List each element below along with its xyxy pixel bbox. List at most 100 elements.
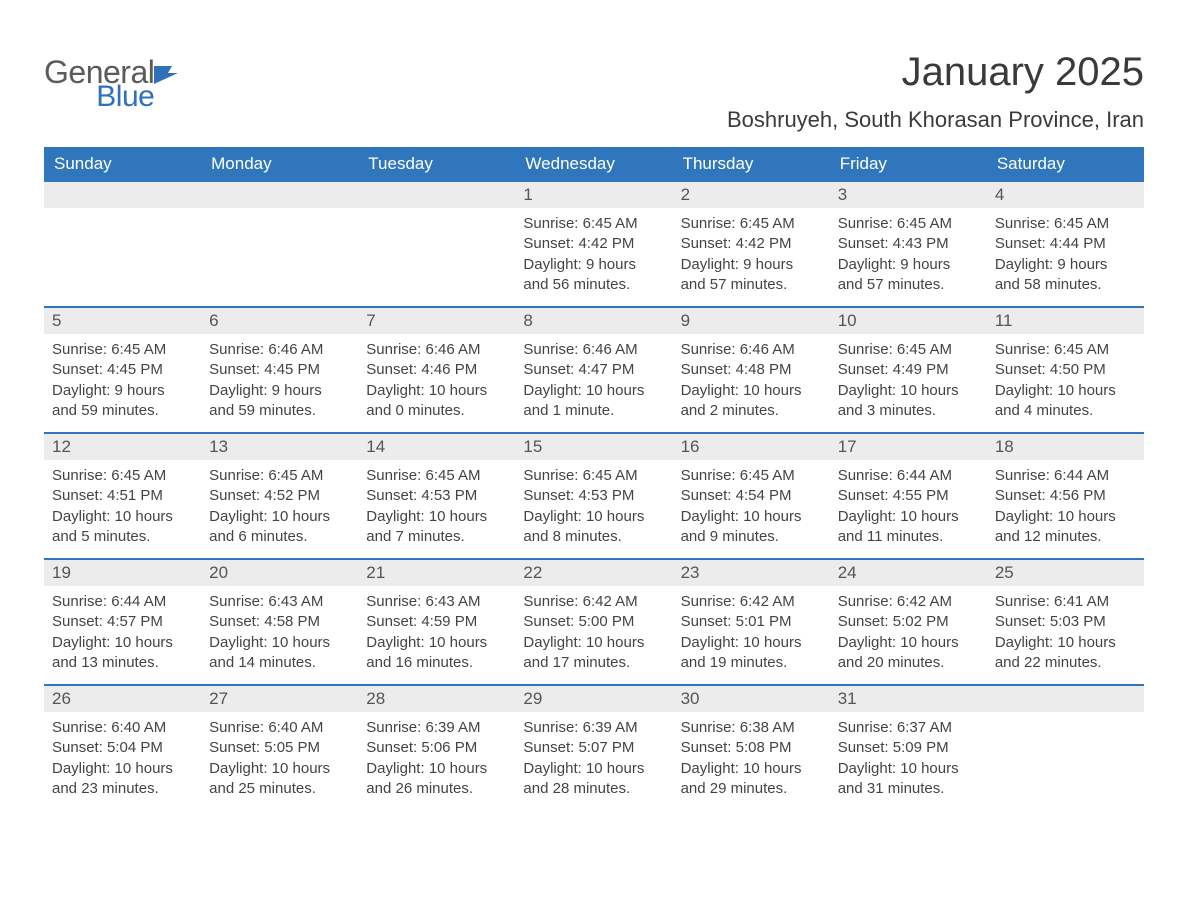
sunrise-line: Sunrise: 6:45 AM	[995, 340, 1136, 360]
daylight-line: Daylight: 9 hours and 56 minutes.	[523, 255, 664, 296]
calendar-day: 31Sunrise: 6:37 AMSunset: 5:09 PMDayligh…	[830, 686, 987, 810]
day-content: Sunrise: 6:46 AMSunset: 4:45 PMDaylight:…	[201, 334, 358, 429]
daylight-line: Daylight: 10 hours and 7 minutes.	[366, 507, 507, 548]
daylight-line: Daylight: 10 hours and 29 minutes.	[681, 759, 822, 800]
sunset-line: Sunset: 4:49 PM	[838, 360, 979, 380]
sunrise-line: Sunrise: 6:45 AM	[523, 214, 664, 234]
sunset-line: Sunset: 4:42 PM	[523, 234, 664, 254]
daylight-line: Daylight: 10 hours and 2 minutes.	[681, 381, 822, 422]
day-content: Sunrise: 6:45 AMSunset: 4:50 PMDaylight:…	[987, 334, 1144, 429]
sunrise-line: Sunrise: 6:44 AM	[838, 466, 979, 486]
calendar-day: 5Sunrise: 6:45 AMSunset: 4:45 PMDaylight…	[44, 308, 201, 432]
sunset-line: Sunset: 4:46 PM	[366, 360, 507, 380]
day-number: 17	[830, 434, 987, 460]
daylight-line: Daylight: 10 hours and 25 minutes.	[209, 759, 350, 800]
dayhead-thursday: Thursday	[673, 147, 830, 182]
day-content: Sunrise: 6:45 AMSunset: 4:54 PMDaylight:…	[673, 460, 830, 555]
calendar-day: 28Sunrise: 6:39 AMSunset: 5:06 PMDayligh…	[358, 686, 515, 810]
day-number: .	[44, 182, 201, 208]
day-number: 25	[987, 560, 1144, 586]
day-content: Sunrise: 6:42 AMSunset: 5:00 PMDaylight:…	[515, 586, 672, 681]
day-content: Sunrise: 6:46 AMSunset: 4:47 PMDaylight:…	[515, 334, 672, 429]
sunrise-line: Sunrise: 6:45 AM	[52, 466, 193, 486]
daylight-line: Daylight: 10 hours and 11 minutes.	[838, 507, 979, 548]
day-number: 19	[44, 560, 201, 586]
daylight-line: Daylight: 9 hours and 59 minutes.	[209, 381, 350, 422]
calendar-week: 19Sunrise: 6:44 AMSunset: 4:57 PMDayligh…	[44, 558, 1144, 684]
calendar-day: 7Sunrise: 6:46 AMSunset: 4:46 PMDaylight…	[358, 308, 515, 432]
day-content: Sunrise: 6:41 AMSunset: 5:03 PMDaylight:…	[987, 586, 1144, 681]
daylight-line: Daylight: 10 hours and 5 minutes.	[52, 507, 193, 548]
day-number: 30	[673, 686, 830, 712]
day-content: Sunrise: 6:45 AMSunset: 4:42 PMDaylight:…	[515, 208, 672, 303]
calendar-day: 21 Sunrise: 6:43 AMSunset: 4:59 PMDayligh…	[358, 560, 515, 684]
calendar-day: 26Sunrise: 6:40 AMSunset: 5:04 PMDayligh…	[44, 686, 201, 810]
calendar-day: .	[358, 182, 515, 306]
sunset-line: Sunset: 5:04 PM	[52, 738, 193, 758]
daylight-line: Daylight: 10 hours and 12 minutes.	[995, 507, 1136, 548]
dayhead-monday: Monday	[201, 147, 358, 182]
sunrise-line: Sunrise: 6:39 AM	[366, 718, 507, 738]
sunset-line: Sunset: 4:54 PM	[681, 486, 822, 506]
calendar-day: 9Sunrise: 6:46 AMSunset: 4:48 PMDaylight…	[673, 308, 830, 432]
calendar-day: 17Sunrise: 6:44 AMSunset: 4:55 PMDayligh…	[830, 434, 987, 558]
day-number: 23	[673, 560, 830, 586]
sunset-line: Sunset: 4:51 PM	[52, 486, 193, 506]
day-content: Sunrise: 6:45 AMSunset: 4:52 PMDaylight:…	[201, 460, 358, 555]
daylight-line: Daylight: 10 hours and 14 minutes.	[209, 633, 350, 674]
sunrise-line: Sunrise: 6:45 AM	[681, 466, 822, 486]
sunrise-line: Sunrise: 6:46 AM	[209, 340, 350, 360]
day-number: 20	[201, 560, 358, 586]
day-number: 14	[358, 434, 515, 460]
day-number: 2	[673, 182, 830, 208]
logo-text: General Blue	[44, 56, 154, 112]
calendar-day: 6Sunrise: 6:46 AMSunset: 4:45 PMDaylight…	[201, 308, 358, 432]
sunrise-line: Sunrise: 6:43 AM	[366, 592, 507, 612]
sunset-line: Sunset: 4:57 PM	[52, 612, 193, 632]
day-content: Sunrise: 6:38 AMSunset: 5:08 PMDaylight:…	[673, 712, 830, 807]
day-content: Sunrise: 6:39 AMSunset: 5:06 PMDaylight:…	[358, 712, 515, 807]
day-number: 28	[358, 686, 515, 712]
day-content: Sunrise: 6:40 AMSunset: 5:05 PMDaylight:…	[201, 712, 358, 807]
daylight-line: Daylight: 10 hours and 26 minutes.	[366, 759, 507, 800]
sunrise-line: Sunrise: 6:46 AM	[366, 340, 507, 360]
calendar-day: 24Sunrise: 6:42 AMSunset: 5:02 PMDayligh…	[830, 560, 987, 684]
dayhead-tuesday: Tuesday	[358, 147, 515, 182]
day-number: 21	[358, 560, 515, 586]
day-number: 11	[987, 308, 1144, 334]
day-content: Sunrise: 6:40 AMSunset: 5:04 PMDaylight:…	[44, 712, 201, 807]
day-number: 1	[515, 182, 672, 208]
sunrise-line: Sunrise: 6:46 AM	[523, 340, 664, 360]
sunset-line: Sunset: 5:00 PM	[523, 612, 664, 632]
day-content: Sunrise: 6:37 AMSunset: 5:09 PMDaylight:…	[830, 712, 987, 807]
location: Boshruyeh, South Khorasan Province, Iran	[727, 107, 1144, 133]
calendar-day: 23Sunrise: 6:42 AMSunset: 5:01 PMDayligh…	[673, 560, 830, 684]
calendar-day: 8Sunrise: 6:46 AMSunset: 4:47 PMDaylight…	[515, 308, 672, 432]
day-number: 9	[673, 308, 830, 334]
daylight-line: Daylight: 10 hours and 16 minutes.	[366, 633, 507, 674]
day-content: Sunrise: 6:45 AMSunset: 4:45 PMDaylight:…	[44, 334, 201, 429]
sunrise-line: Sunrise: 6:43 AM	[209, 592, 350, 612]
sunset-line: Sunset: 4:48 PM	[681, 360, 822, 380]
daylight-line: Daylight: 10 hours and 23 minutes.	[52, 759, 193, 800]
dayhead-wednesday: Wednesday	[515, 147, 672, 182]
day-number: 26	[44, 686, 201, 712]
sunrise-line: Sunrise: 6:45 AM	[681, 214, 822, 234]
sunrise-line: Sunrise: 6:45 AM	[838, 214, 979, 234]
sunrise-line: Sunrise: 6:42 AM	[838, 592, 979, 612]
calendar-day: 16Sunrise: 6:45 AMSunset: 4:54 PMDayligh…	[673, 434, 830, 558]
sunrise-line: Sunrise: 6:44 AM	[995, 466, 1136, 486]
day-content: Sunrise: 6:45 AMSunset: 4:44 PMDaylight:…	[987, 208, 1144, 303]
month-title: January 2025	[727, 50, 1144, 95]
calendar-day: .	[987, 686, 1144, 810]
sunset-line: Sunset: 5:03 PM	[995, 612, 1136, 632]
calendar-day: 3Sunrise: 6:45 AMSunset: 4:43 PMDaylight…	[830, 182, 987, 306]
day-content: Sunrise: 6:46 AMSunset: 4:46 PMDaylight:…	[358, 334, 515, 429]
sunset-line: Sunset: 4:45 PM	[52, 360, 193, 380]
sunset-line: Sunset: 4:59 PM	[366, 612, 507, 632]
sunset-line: Sunset: 5:09 PM	[838, 738, 979, 758]
sunrise-line: Sunrise: 6:42 AM	[681, 592, 822, 612]
day-number: 29	[515, 686, 672, 712]
sunrise-line: Sunrise: 6:45 AM	[995, 214, 1136, 234]
dayhead-friday: Friday	[830, 147, 987, 182]
